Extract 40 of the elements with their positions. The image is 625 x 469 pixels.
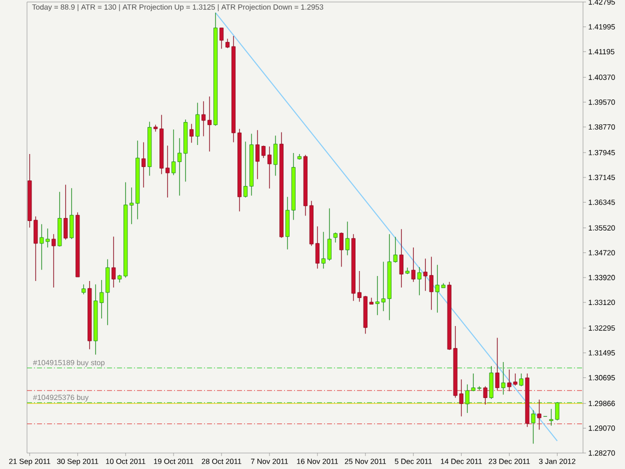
candlestick: [417, 266, 422, 296]
candlestick: [531, 410, 536, 444]
candlestick: [207, 96, 212, 152]
candlestick: [315, 226, 320, 269]
candlestick: [196, 102, 200, 146]
candlestick: [327, 208, 332, 262]
candlestick: [495, 337, 500, 391]
candlestick: [345, 221, 350, 256]
candlestick: [411, 247, 416, 282]
candlestick: [166, 145, 170, 198]
candlestick: [501, 362, 506, 395]
candlestick: [178, 138, 182, 196]
candlestick: [112, 236, 116, 288]
candlestick: [483, 386, 488, 405]
candlestick: [357, 270, 362, 302]
candlestick: [333, 232, 338, 243]
candlestick: [381, 261, 386, 312]
candlestick: [267, 146, 272, 189]
candlestick: [130, 187, 134, 225]
candlestick: [172, 129, 176, 176]
candlestick: [339, 232, 344, 268]
candlestick: [321, 232, 326, 269]
candlestick: [255, 130, 260, 180]
candlestick: [537, 399, 542, 430]
candlestick: [52, 234, 56, 288]
candlestick: [64, 184, 68, 240]
candlestick: [273, 135, 278, 176]
candlestick: [142, 142, 146, 188]
candlestick: [82, 284, 86, 295]
candlestick: [70, 188, 74, 240]
candlestick: [261, 145, 266, 158]
candlestick: [375, 276, 380, 316]
candlestick: [399, 228, 404, 288]
candlestick: [190, 124, 194, 144]
candlestick: [225, 38, 230, 48]
candlestick: [519, 373, 524, 387]
candlestick: [243, 141, 248, 198]
candlestick: [219, 28, 224, 50]
candlestick: [201, 100, 206, 137]
candlestick: [393, 236, 398, 264]
